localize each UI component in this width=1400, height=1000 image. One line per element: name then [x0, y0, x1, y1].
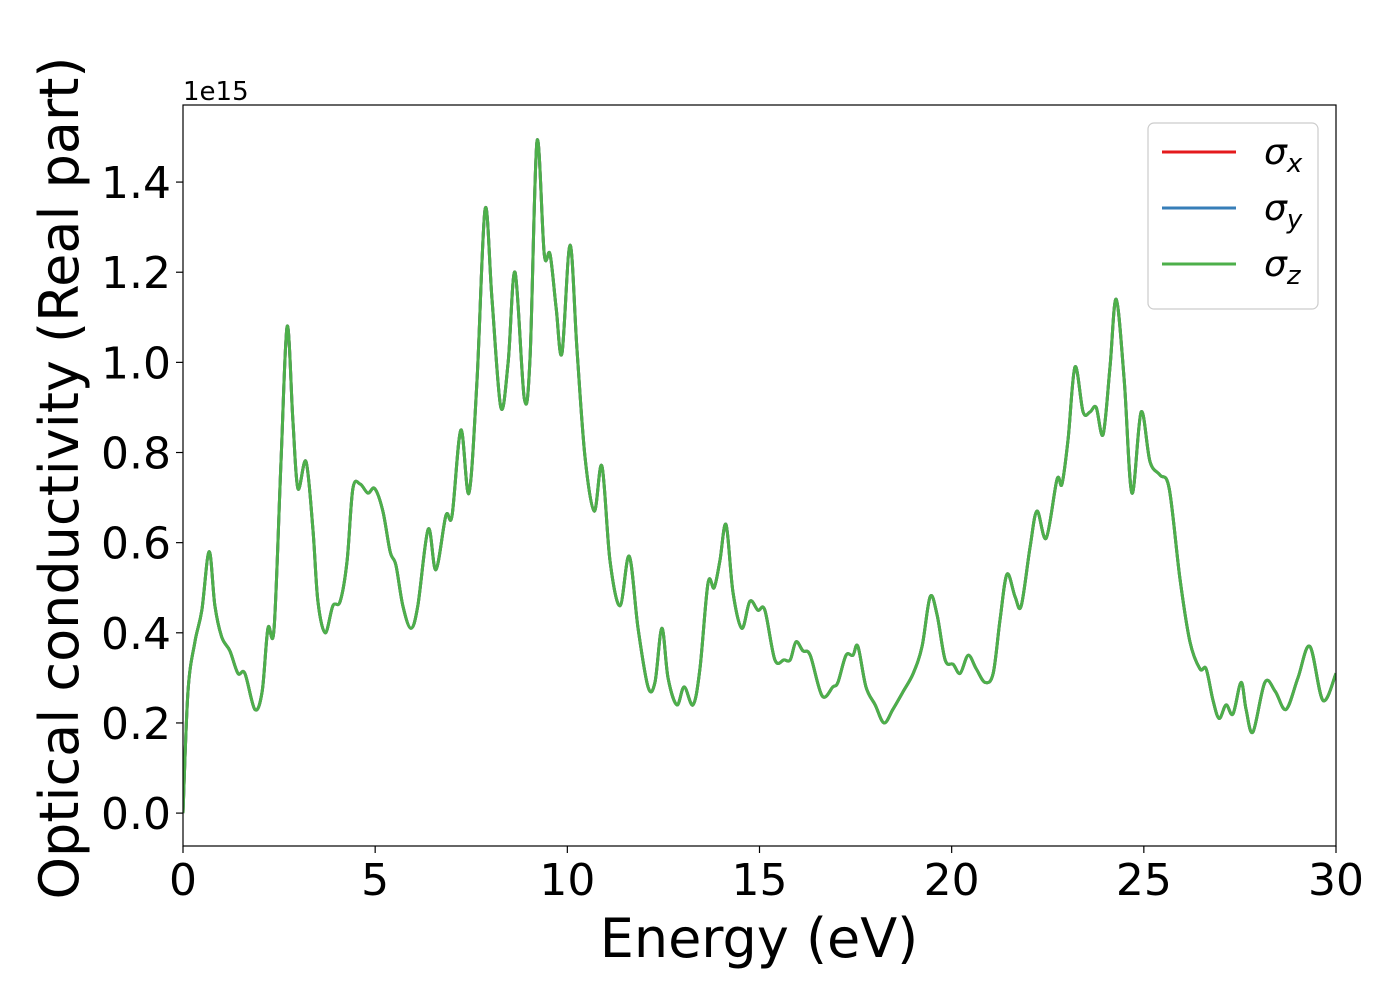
x-tick-label: 10 [539, 855, 595, 906]
legend-label: σx [1264, 132, 1303, 179]
x-tick-label: 30 [1308, 855, 1364, 906]
y-tick-label: 0.0 [101, 789, 171, 840]
y-tick-label: 0.4 [101, 609, 171, 660]
legend-label: σz [1264, 244, 1302, 291]
y-tick-label: 1.0 [101, 338, 171, 389]
y-tick-label: 1.4 [101, 158, 171, 209]
y-tick-label: 0.6 [101, 519, 171, 570]
offset-label: 1e15 [183, 77, 249, 107]
x-tick-label: 0 [169, 855, 197, 906]
y-tick-label: 1.2 [101, 248, 171, 299]
legend-label: σy [1264, 188, 1303, 235]
data-line [183, 138, 1336, 814]
x-tick-label: 5 [361, 855, 389, 906]
y-tick-label: 0.2 [101, 699, 171, 750]
y-tick-label: 0.8 [101, 429, 171, 480]
x-tick-label: 15 [732, 855, 788, 906]
y-axis-label: Optical conductivity (Real part) [28, 57, 91, 900]
plot-frame [182, 104, 1337, 847]
x-tick-label: 25 [1116, 855, 1172, 906]
x-tick-label: 20 [924, 855, 980, 906]
x-axis-label: Energy (eV) [600, 907, 919, 970]
